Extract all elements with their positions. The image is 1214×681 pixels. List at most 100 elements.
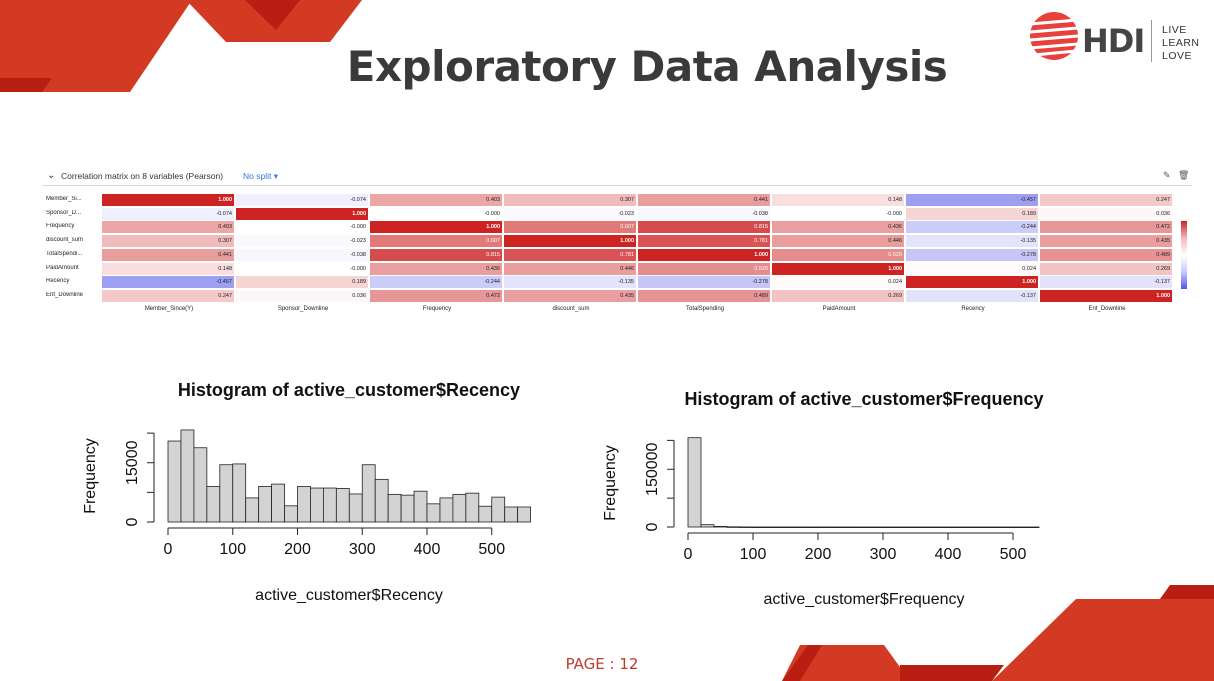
correlation-cell: 0.148 [102, 262, 234, 275]
x-axis-label: active_customer$Recency [255, 587, 443, 604]
histogram-bar [361, 464, 376, 523]
histogram-bar [374, 478, 389, 523]
histogram-bar [413, 490, 428, 523]
histogram-bar [1025, 526, 1040, 528]
histogram-bar [322, 487, 337, 523]
correlation-cell: 1.000 [1040, 289, 1172, 302]
x-tick-label: 0 [164, 541, 173, 558]
histogram-bar [271, 483, 285, 523]
x-tick-label: 100 [740, 546, 767, 563]
histogram-bar [426, 503, 441, 523]
correlation-cell: 0.307 [102, 235, 234, 248]
histogram-bar [258, 486, 272, 523]
row-label: Member_Si... [46, 196, 82, 202]
correlation-cell: 0.403 [102, 221, 234, 234]
y-tick-label: 15000 [124, 440, 141, 485]
correlation-cell: -0.074 [236, 194, 368, 206]
histogram-title: Histogram of active_customer$Recency [178, 380, 520, 400]
histogram-bar [348, 493, 363, 523]
histogram-bar [752, 526, 767, 528]
correlation-cell: -0.023 [504, 207, 636, 220]
row-label: Recency [46, 278, 70, 285]
correlation-cell: 1.000 [370, 221, 502, 234]
correlation-cell: 0.441 [638, 194, 770, 206]
histogram-frequency: Histogram of active_customer$Frequency 0 1… [602, 389, 1044, 608]
histogram-bar [310, 487, 324, 523]
histogram-bar [739, 526, 754, 528]
correlation-cell: 1.000 [236, 207, 368, 220]
corner-decoration-top-left [0, 0, 362, 92]
histogram-bar [284, 505, 298, 523]
chevron-down-icon[interactable]: ⌄ [47, 170, 56, 181]
histogram-title: Histogram of active_customer$Frequency [684, 389, 1043, 409]
histogram-bar [869, 526, 884, 528]
correlation-cell: 0.269 [1040, 262, 1172, 275]
histogram-bar [180, 429, 195, 523]
histogram-bar [830, 526, 845, 528]
split-dropdown[interactable]: No split ▾ [243, 171, 278, 181]
histogram-bar [804, 526, 819, 528]
pencil-icon[interactable]: ✎ [1163, 170, 1171, 180]
histogram-bar [895, 526, 910, 528]
correlation-cell: 0.520 [772, 248, 904, 261]
correlation-cell: -0.137 [1040, 276, 1172, 289]
correlation-cell: 1.000 [102, 194, 234, 206]
correlation-cell: 0.607 [370, 235, 502, 248]
correlation-cell: -0.278 [906, 248, 1038, 261]
logo-text: HDI [1082, 22, 1145, 60]
color-scale-legend [1181, 221, 1187, 289]
histogram-bar [856, 526, 871, 528]
correlation-cell: -0.038 [236, 248, 368, 261]
correlation-cell: -0.135 [906, 235, 1038, 248]
column-label: Frequency [422, 305, 452, 312]
y-tick-label: 150000 [644, 442, 661, 495]
column-label: PaidAmount [822, 305, 856, 312]
x-tick-label: 500 [1000, 546, 1027, 563]
row-label: Sponsor_D... [46, 209, 82, 216]
correlation-cell: 0.269 [772, 289, 904, 302]
correlation-cell: 0.446 [772, 235, 904, 248]
y-axis-label: Frequency [82, 438, 99, 514]
histogram-bar [700, 524, 715, 528]
correlation-cell: -0.000 [236, 221, 368, 234]
correlation-cell: 0.815 [638, 221, 770, 234]
trash-icon[interactable]: 🗑 [1178, 170, 1190, 180]
histogram-bar [439, 497, 454, 523]
correlation-cell: -0.244 [370, 276, 502, 289]
correlation-title: Correlation matrix on 8 variables (Pears… [61, 171, 224, 181]
correlation-cell: 1.000 [906, 276, 1038, 289]
correlation-cell: -0.244 [906, 221, 1038, 234]
correlation-cell: -0.135 [504, 276, 636, 289]
histogram-bar [908, 526, 923, 528]
correlation-cell: 0.489 [638, 289, 770, 302]
histogram-bar [167, 440, 182, 523]
x-tick-label: 200 [805, 546, 832, 563]
histogram-bar [934, 526, 949, 528]
correlation-cell: 0.189 [236, 276, 368, 289]
row-label: TotalSpendi... [46, 250, 83, 257]
column-label: Sponsor_Downline [277, 305, 329, 312]
column-label: Member_Since(Y) [144, 305, 194, 312]
tagline-love: LOVE [1162, 50, 1193, 62]
histogram-bar [999, 526, 1014, 528]
histogram-recency: Histogram of active_customer$Recency 0 100… [82, 380, 532, 604]
page-number: PAGE : 12 [565, 655, 639, 673]
y-axis-label: Frequency [602, 445, 619, 521]
x-tick-label: 100 [219, 541, 246, 558]
histogram-bar [1012, 526, 1027, 528]
x-tick-label: 300 [349, 541, 376, 558]
split-label: No split [243, 171, 272, 181]
logo-tagline: LIVE LEARN LOVE [1162, 24, 1200, 63]
histogram-bar [478, 505, 493, 523]
column-label: TotalSpending [685, 305, 725, 312]
x-tick-label: 0 [684, 546, 693, 563]
correlation-cell: 0.489 [1040, 248, 1172, 261]
histogram-bar [335, 488, 350, 523]
histogram-bar [765, 526, 780, 528]
correlation-cell: 0.435 [504, 289, 636, 302]
correlation-cell: -0.457 [906, 194, 1038, 206]
histogram-bar [491, 496, 506, 523]
corner-decoration-bottom-right [782, 585, 1214, 681]
correlation-cell: 0.815 [370, 248, 502, 261]
